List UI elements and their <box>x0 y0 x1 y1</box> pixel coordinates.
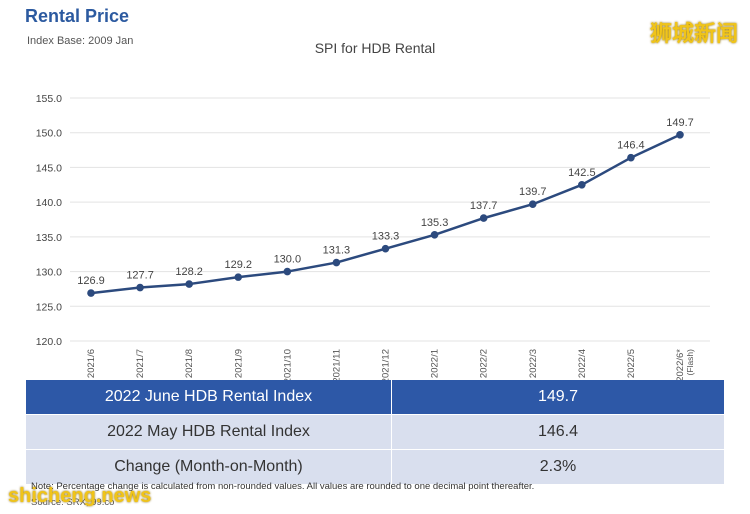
y-tick-label: 120.0 <box>36 336 62 348</box>
chart-title: SPI for HDB Rental <box>314 40 436 56</box>
x-tick-label: 2022/6* <box>675 349 686 380</box>
data-label: 149.7 <box>666 117 694 129</box>
data-label: 135.3 <box>421 217 449 229</box>
data-point <box>136 283 144 292</box>
x-tick-label: 2022/5 <box>626 349 637 378</box>
data-point <box>234 273 243 281</box>
y-tick-label: 130.0 <box>36 267 62 279</box>
x-tick-label: 2022/4 <box>577 349 588 378</box>
y-tick-label: 135.0 <box>36 232 62 244</box>
data-point <box>283 267 292 276</box>
x-tick-label: 2022/1 <box>430 349 441 378</box>
index-base-subtitle: Index Base: 2009 Jan <box>27 35 134 47</box>
footnote: Note: Percentage change is calculated fr… <box>31 481 535 492</box>
data-point <box>627 153 635 162</box>
rental-index-line-chart: 120.0 125.0 130.0 135.0 140.0 145.0 150.0 155.0… <box>36 93 710 380</box>
data-point <box>479 214 488 222</box>
data-label: 127.7 <box>126 270 154 282</box>
y-tick-label: 145.0 <box>36 162 62 174</box>
table-row-label: Change (Month-on-Month) <box>26 449 392 485</box>
table-row-label: 2022 June HDB Rental Index <box>26 380 392 415</box>
data-label: 133.3 <box>372 231 400 243</box>
y-tick-label: 125.0 <box>36 301 62 313</box>
summary-table: 2022 June HDB Rental Index 149.7 2022 Ma… <box>26 380 724 485</box>
data-label: 131.3 <box>323 245 351 257</box>
data-label: 137.7 <box>470 200 498 212</box>
data-point <box>430 230 439 239</box>
data-label: 126.9 <box>77 275 105 287</box>
data-label: 146.4 <box>617 140 645 152</box>
source-note: Source: SRX, 99.co <box>31 497 115 508</box>
x-tick-label: 2022/3 <box>528 349 539 378</box>
x-tick-label: 2022/2 <box>479 349 490 378</box>
y-tick-label: 140.0 <box>36 197 62 209</box>
x-tick-label: 2021/10 <box>282 349 293 380</box>
data-point <box>578 180 586 189</box>
data-point <box>332 258 341 267</box>
table-row-label: 2022 May HDB Rental Index <box>26 414 392 450</box>
data-point <box>381 244 390 253</box>
x-tick-label: 2021/11 <box>331 349 342 380</box>
data-label: 129.2 <box>224 259 252 271</box>
x-tick-label: 2021/6 <box>86 349 97 378</box>
x-tick-label: 2021/9 <box>233 349 244 378</box>
data-label: 139.7 <box>519 186 547 198</box>
data-label: 130.0 <box>274 254 302 266</box>
table-row: Change (Month-on-Month) 2.3% <box>26 449 724 485</box>
data-point <box>185 280 193 288</box>
watermark-logo-bottom: shicheng.news <box>8 485 152 507</box>
page-title: Rental Price <box>25 6 130 26</box>
data-point <box>528 200 537 209</box>
y-tick-label: 150.0 <box>36 128 62 140</box>
x-tick-label: 2021/7 <box>135 349 146 378</box>
x-tick-label: 2021/12 <box>381 349 392 380</box>
table-row: 2022 June HDB Rental Index 149.7 <box>26 380 724 415</box>
data-label: 128.2 <box>175 266 203 278</box>
x-tick-label: (Flash) <box>685 349 695 376</box>
watermark-logo-top: 狮城新闻 <box>649 21 738 46</box>
table-row-value: 2.3% <box>391 449 724 485</box>
table-row-value: 146.4 <box>391 414 724 450</box>
y-tick-label: 155.0 <box>36 93 62 105</box>
table-row: 2022 May HDB Rental Index 146.4 <box>26 414 724 450</box>
x-tick-label: 2021/8 <box>184 349 195 378</box>
table-row-value: 149.7 <box>391 380 724 415</box>
data-point <box>676 130 684 139</box>
data-label: 142.5 <box>568 167 596 179</box>
data-point <box>87 289 95 297</box>
